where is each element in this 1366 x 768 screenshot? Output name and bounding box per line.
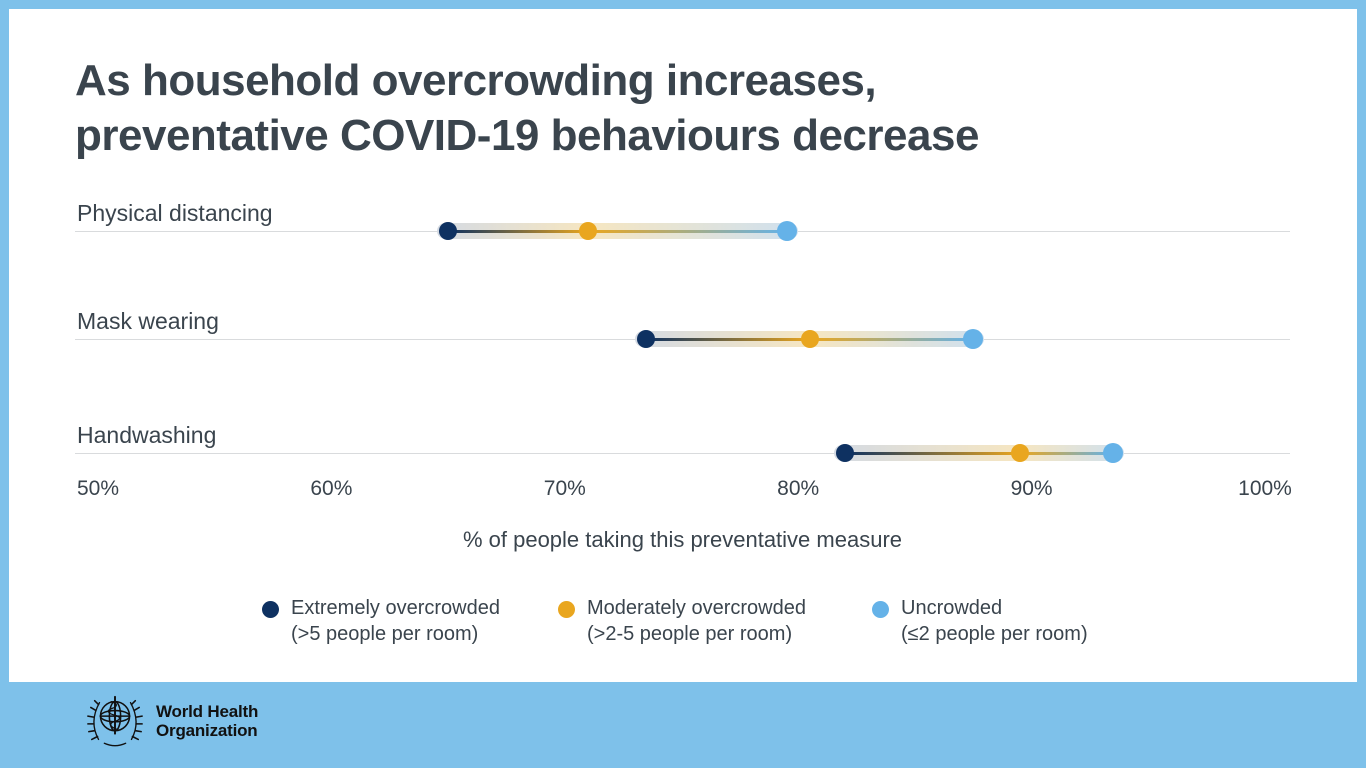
legend-name: Uncrowded	[901, 597, 1003, 619]
legend-item-uncrowded: Uncrowded (≤2 people per room)	[872, 595, 1088, 647]
data-dot-moderately-overcrowded	[1010, 444, 1029, 462]
legend-detail: (>5 people per room)	[291, 623, 479, 645]
data-dot-uncrowded	[776, 221, 797, 241]
chart-title: As household overcrowding increases, pre…	[75, 53, 979, 163]
x-axis-tick: 70%	[543, 477, 586, 500]
legend-name: Extremely overcrowded	[291, 597, 500, 619]
chart-title-line1: As household overcrowding increases,	[75, 56, 877, 105]
category-gridline	[75, 453, 1290, 454]
x-axis-tick: 60%	[310, 477, 353, 500]
data-dot-extremely-overcrowded	[637, 330, 656, 348]
x-axis-tick: 90%	[1010, 477, 1053, 500]
legend-item-extremely-overcrowded: Extremely overcrowded (>5 people per roo…	[262, 595, 500, 647]
category-label: Mask wearing	[77, 308, 219, 334]
data-dot-extremely-overcrowded	[439, 222, 458, 240]
category-label: Physical distancing	[77, 200, 273, 226]
legend-dot-navy-icon	[262, 601, 279, 618]
data-dot-uncrowded	[1103, 443, 1124, 463]
data-dot-uncrowded	[963, 329, 984, 349]
category-label: Handwashing	[77, 422, 217, 448]
legend-label: Moderately overcrowded (>2-5 people per …	[587, 595, 806, 647]
data-dot-moderately-overcrowded	[800, 330, 819, 348]
x-axis-caption: % of people taking this preventative mea…	[462, 527, 903, 552]
legend-dot-orange-icon	[558, 601, 575, 618]
x-axis-tick: 50%	[76, 477, 120, 500]
footer-band: World Health Organization	[0, 682, 1366, 768]
x-axis-tick: 80%	[777, 477, 820, 500]
legend-detail: (>2-5 people per room)	[587, 623, 793, 645]
connector-line	[844, 451, 1114, 455]
who-logo: World Health Organization	[84, 690, 258, 752]
legend-dot-sky-icon	[872, 601, 889, 618]
legend-item-moderately-overcrowded: Moderately overcrowded (>2-5 people per …	[558, 595, 806, 647]
data-dot-extremely-overcrowded	[835, 444, 854, 462]
legend-detail: (≤2 people per room)	[901, 623, 1088, 645]
chart-card: As household overcrowding increases, pre…	[9, 9, 1357, 682]
who-wordmark-line2: Organization	[156, 721, 258, 740]
who-emblem-icon	[87, 695, 143, 747]
who-wordmark: World Health Organization	[156, 702, 258, 740]
legend-label: Uncrowded (≤2 people per room)	[901, 595, 1088, 647]
legend-label: Extremely overcrowded (>5 people per roo…	[291, 595, 500, 647]
x-axis-tick: 100%	[1238, 477, 1292, 500]
legend-name: Moderately overcrowded	[587, 597, 806, 619]
who-wordmark-line1: World Health	[156, 702, 259, 721]
data-dot-moderately-overcrowded	[579, 222, 598, 240]
chart-title-line2: preventative COVID-19 behaviours decreas…	[75, 111, 979, 160]
connector-line	[448, 229, 787, 233]
